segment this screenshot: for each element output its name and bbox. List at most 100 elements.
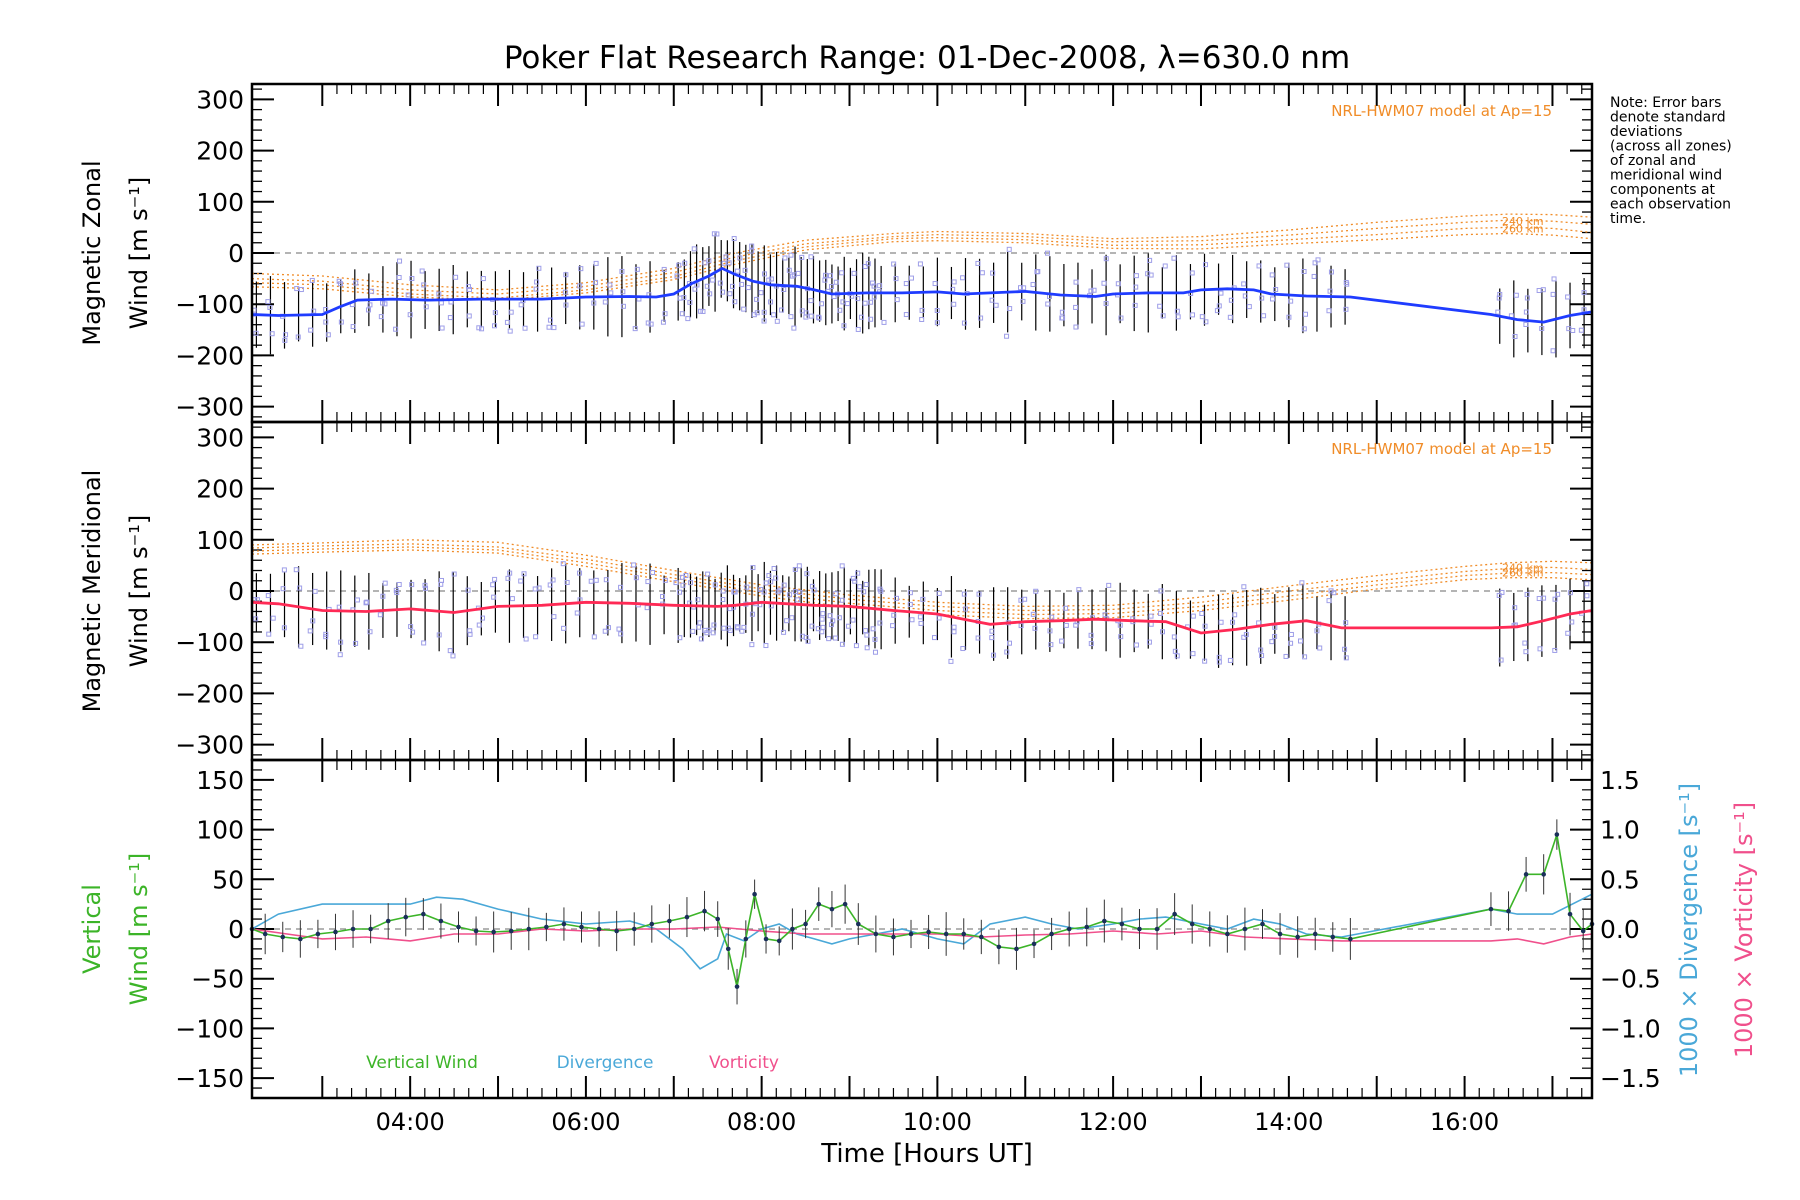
zone-point xyxy=(1496,592,1502,598)
zone-point xyxy=(745,285,751,291)
zone-point xyxy=(903,281,909,287)
zone-point xyxy=(396,582,402,588)
zone-point xyxy=(788,314,794,320)
zone-point xyxy=(934,308,940,314)
zone-point xyxy=(1172,648,1178,654)
zone-point xyxy=(1581,307,1587,313)
zone-point xyxy=(1146,639,1152,645)
zone-point xyxy=(563,272,569,278)
zone-point xyxy=(989,628,995,634)
zone-point xyxy=(380,593,386,599)
zone-point xyxy=(991,652,997,658)
zone-point xyxy=(830,618,836,624)
note-line: components at xyxy=(1610,182,1716,198)
zone-point xyxy=(423,304,429,310)
zone-point xyxy=(1299,580,1305,586)
zone-point xyxy=(550,577,556,583)
zone-point xyxy=(768,299,774,305)
zone-point xyxy=(839,270,845,276)
zone-point xyxy=(979,270,985,276)
zone-point xyxy=(1273,286,1279,292)
zone-point xyxy=(781,629,787,635)
zone-point xyxy=(1088,641,1094,647)
zone-point xyxy=(1552,596,1558,602)
zone-point xyxy=(948,658,954,664)
zone-point xyxy=(1216,654,1222,660)
zone-point xyxy=(936,615,942,621)
zone-point xyxy=(768,276,774,282)
zone-point xyxy=(864,632,870,638)
y-tick-label: 0 xyxy=(228,577,244,606)
zone-point xyxy=(1243,632,1249,638)
zone-point xyxy=(777,587,783,593)
zone-point xyxy=(846,623,852,629)
zone-point xyxy=(1049,614,1055,620)
zone-point xyxy=(909,617,915,623)
zone-point xyxy=(804,571,810,577)
vertical-wind-point xyxy=(579,924,584,930)
zone-point xyxy=(407,312,413,318)
zone-point xyxy=(1512,605,1518,611)
zone-point xyxy=(421,640,427,646)
zone-point xyxy=(1045,250,1051,256)
vertical-wind-point xyxy=(684,914,690,920)
zone-point xyxy=(367,629,373,635)
zone-point xyxy=(337,652,343,658)
zone-point xyxy=(397,258,403,264)
zone-point xyxy=(662,577,668,583)
zone-point xyxy=(1162,263,1168,269)
zone-point xyxy=(871,294,877,300)
zone-point xyxy=(837,307,843,313)
zone-point xyxy=(698,636,704,642)
x-tick-labels: 04:00 06:00 08:00 10:00 12:00 14:00 16:00 xyxy=(376,1108,1500,1136)
y-tick-label: 50 xyxy=(212,865,244,894)
note-line: denote standard xyxy=(1610,110,1726,126)
vertical-wind-point xyxy=(763,936,769,942)
zone-point xyxy=(1202,623,1208,629)
x-tick-label: 10:00 xyxy=(903,1108,972,1136)
vertical-wind-point xyxy=(1014,946,1019,952)
zone-point xyxy=(450,653,456,659)
zone-point xyxy=(267,304,273,310)
zone-point xyxy=(754,296,760,302)
vertical-wind-point xyxy=(1084,924,1090,930)
vertical-wind-point xyxy=(1207,926,1213,932)
vertical-wind-point xyxy=(803,921,808,927)
zone-point xyxy=(1524,591,1530,597)
vertical-wind-point xyxy=(1488,906,1494,912)
y-tick-label: −50 xyxy=(191,965,244,994)
zone-point xyxy=(808,313,814,319)
zone-point xyxy=(1004,649,1010,655)
zone-point xyxy=(851,270,857,276)
zone-point xyxy=(1214,308,1220,314)
vertical-wind-point xyxy=(1242,926,1248,932)
zone-point xyxy=(741,624,747,630)
zone-point xyxy=(1189,270,1195,276)
vertical-wind-point xyxy=(908,931,914,937)
vertical-wind-point xyxy=(667,918,672,924)
zone-point xyxy=(839,641,845,647)
zone-point xyxy=(833,591,839,597)
zone-point xyxy=(1160,313,1166,319)
zone-point xyxy=(932,281,938,287)
zone-point xyxy=(1286,314,1292,320)
zone-point xyxy=(1004,333,1010,339)
zone-point xyxy=(577,570,583,576)
zone-point xyxy=(523,636,529,642)
zone-point xyxy=(936,590,942,596)
zone-point xyxy=(950,286,956,292)
vertical-wind-point xyxy=(1295,934,1300,940)
zone-point xyxy=(695,597,701,603)
zone-point xyxy=(1157,610,1163,616)
vertical-wind-point xyxy=(1031,941,1037,947)
zone-point xyxy=(281,625,287,631)
zone-point xyxy=(788,252,794,258)
y-tick-label: 0 xyxy=(228,239,244,268)
zone-point xyxy=(951,624,957,630)
zone-point xyxy=(1331,590,1337,596)
y2-tick-label: −1.5 xyxy=(1600,1064,1661,1093)
vertical-wind-point xyxy=(649,921,655,927)
y2-tick-label: −0.5 xyxy=(1600,965,1661,994)
